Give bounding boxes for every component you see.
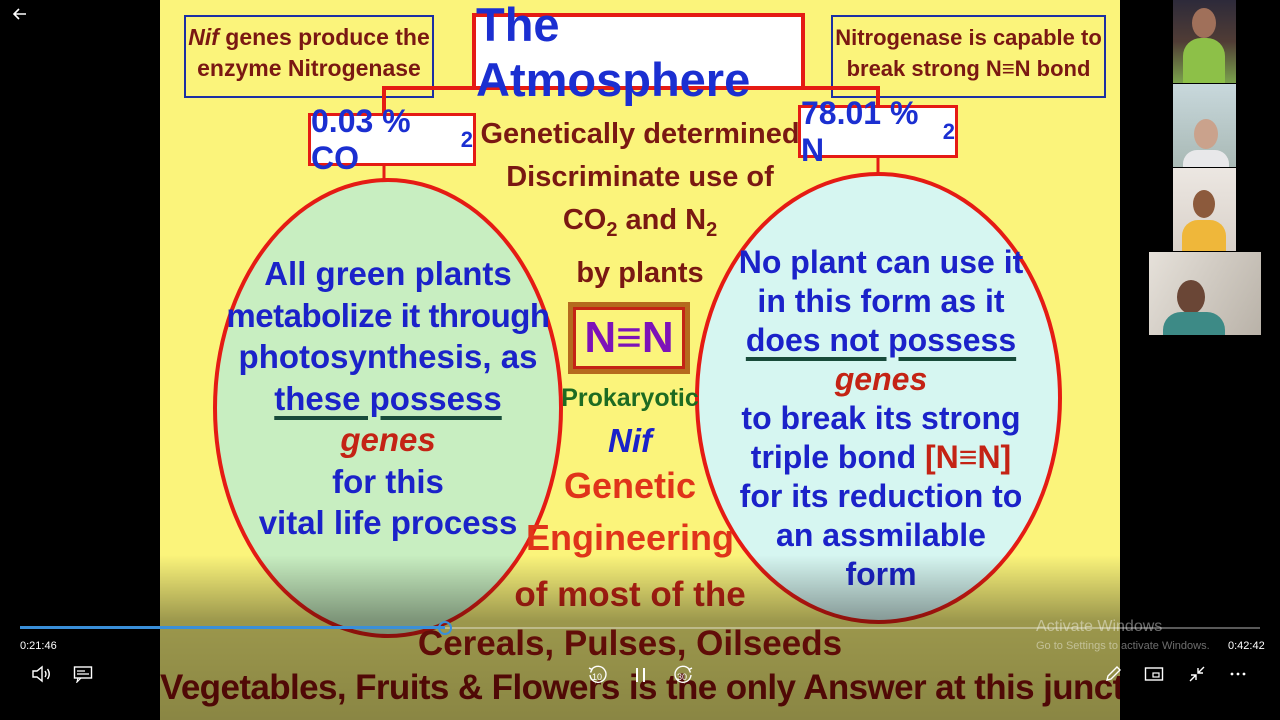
center-line2: Discriminate use of [506,161,774,193]
nn-symbol-box: N≡N [568,302,690,374]
skip-back-label: 10 [592,672,603,682]
nitro-note-line2: break strong N≡N bond [846,56,1091,81]
right-genes: genes [834,361,928,397]
nitrogenase-note-box: Nitrogenase is capable to break strong N… [831,15,1106,98]
more-icon[interactable] [1227,663,1249,685]
nif-italic: Nif [188,24,219,50]
participant-video-1[interactable] [1173,0,1236,83]
activate-windows-sub: Go to Settings to activate Windows. [1036,640,1210,652]
co2-ellipse-text: All green plants metabolize it through p… [223,253,553,544]
right-line7: for its reduction to [739,478,1023,514]
center-and: and N [617,204,707,236]
progress-track[interactable] [20,627,1260,629]
back-arrow-icon[interactable] [10,4,30,24]
nitro-note-line1: Nitrogenase is capable to [835,25,1102,50]
right-line3: does not possess [745,322,1017,358]
pause-icon[interactable] [630,662,652,688]
left-line1: All green plants [264,255,512,292]
center-n-sub: 2 [706,218,718,241]
right-line8: an assmilable [776,517,986,553]
skip-forward-icon[interactable]: 30 [670,662,696,688]
connector-lines [382,86,880,180]
center-co: CO [562,204,607,236]
progress-thumb[interactable] [438,621,453,635]
elapsed-time: 0:21:46 [20,640,57,652]
left-genes: genes [340,421,436,458]
n2-label-box: 78.01 % N 2 [798,95,958,168]
center-line4: by plants [576,256,704,289]
participant-body-1 [1183,38,1225,83]
participant-avatar-3 [1193,190,1215,218]
duration-time: 0:42:42 [1228,640,1265,652]
co2-label: 0.03 % CO [311,102,411,176]
genetic-label: Genetic [563,465,697,506]
co2-ellipse [213,178,563,638]
progress-fill [20,626,446,629]
right-line2: in this form as it [757,283,1005,319]
exit-fullscreen-icon[interactable] [1186,663,1208,685]
right-line5: to break its strong [741,400,1021,436]
right-line1: No plant can use it [738,244,1024,280]
participant-video-4[interactable] [1149,252,1261,335]
participant-video-2[interactable] [1173,84,1236,167]
right-line6: triple bond [750,439,925,475]
n2-ellipse-text: No plant can use it in this form as it d… [720,243,1042,594]
pen-icon[interactable] [1102,663,1124,685]
left-line2: metabolize it through [226,296,550,334]
left-line3: photosynthesis, as [238,338,538,375]
participant-video-3[interactable] [1173,168,1236,251]
nn-symbol: N≡N [584,313,674,362]
nif-note-line1: genes produce the [218,24,430,50]
participant-body-3 [1182,220,1226,251]
left-line4: these possess [274,379,502,417]
participant-avatar-1 [1192,8,1216,38]
participant-avatar-2 [1194,119,1218,149]
skip-forward-label: 30 [677,672,688,682]
left-line6: for this [332,462,444,500]
nif-label: Nif [608,422,652,459]
right-nn-bracket: [N≡N] [925,439,1012,475]
volume-icon[interactable] [30,663,52,685]
n2-ellipse [695,172,1062,624]
of-most-label: of most of the [514,575,746,614]
participant-body-2 [1183,150,1229,167]
participant-avatar-4 [1177,280,1205,314]
n2-sub: 2 [942,118,955,144]
center-line1: Genetically determined [480,118,800,150]
left-line7: vital life process [258,504,518,541]
right-line9: form [845,556,917,592]
engineering-label: Engineering [525,517,735,558]
player-controls: 0:21:46 0:42:42 Activate Windows Go to S… [0,600,1280,720]
nif-note-box: Nif genes produce the enzyme Nitrogenase [184,15,434,98]
center-heading: Genetically determined Discriminate use … [480,113,800,295]
participant-body-4 [1163,312,1225,335]
bottom-line: Vegetables, Fruits & Flowers is the only… [160,668,1120,707]
cereals-label: Cereals, Pulses, Oilseeds [417,624,843,663]
picture-in-picture-icon[interactable] [1143,663,1165,685]
n2-label: 78.01 % N [801,94,919,168]
prokaryotic-label: Prokaryotic [561,384,699,412]
nif-note-line2: enzyme Nitrogenase [197,55,421,81]
activate-windows-title: Activate Windows [1036,618,1163,635]
slide-title: The Atmosphere [472,0,805,106]
captions-icon[interactable] [72,663,94,685]
skip-back-icon[interactable]: 10 [585,662,611,688]
center-co-sub: 2 [606,218,618,241]
co2-label-box: 0.03 % CO 2 [308,103,476,176]
co2-sub: 2 [460,126,473,152]
